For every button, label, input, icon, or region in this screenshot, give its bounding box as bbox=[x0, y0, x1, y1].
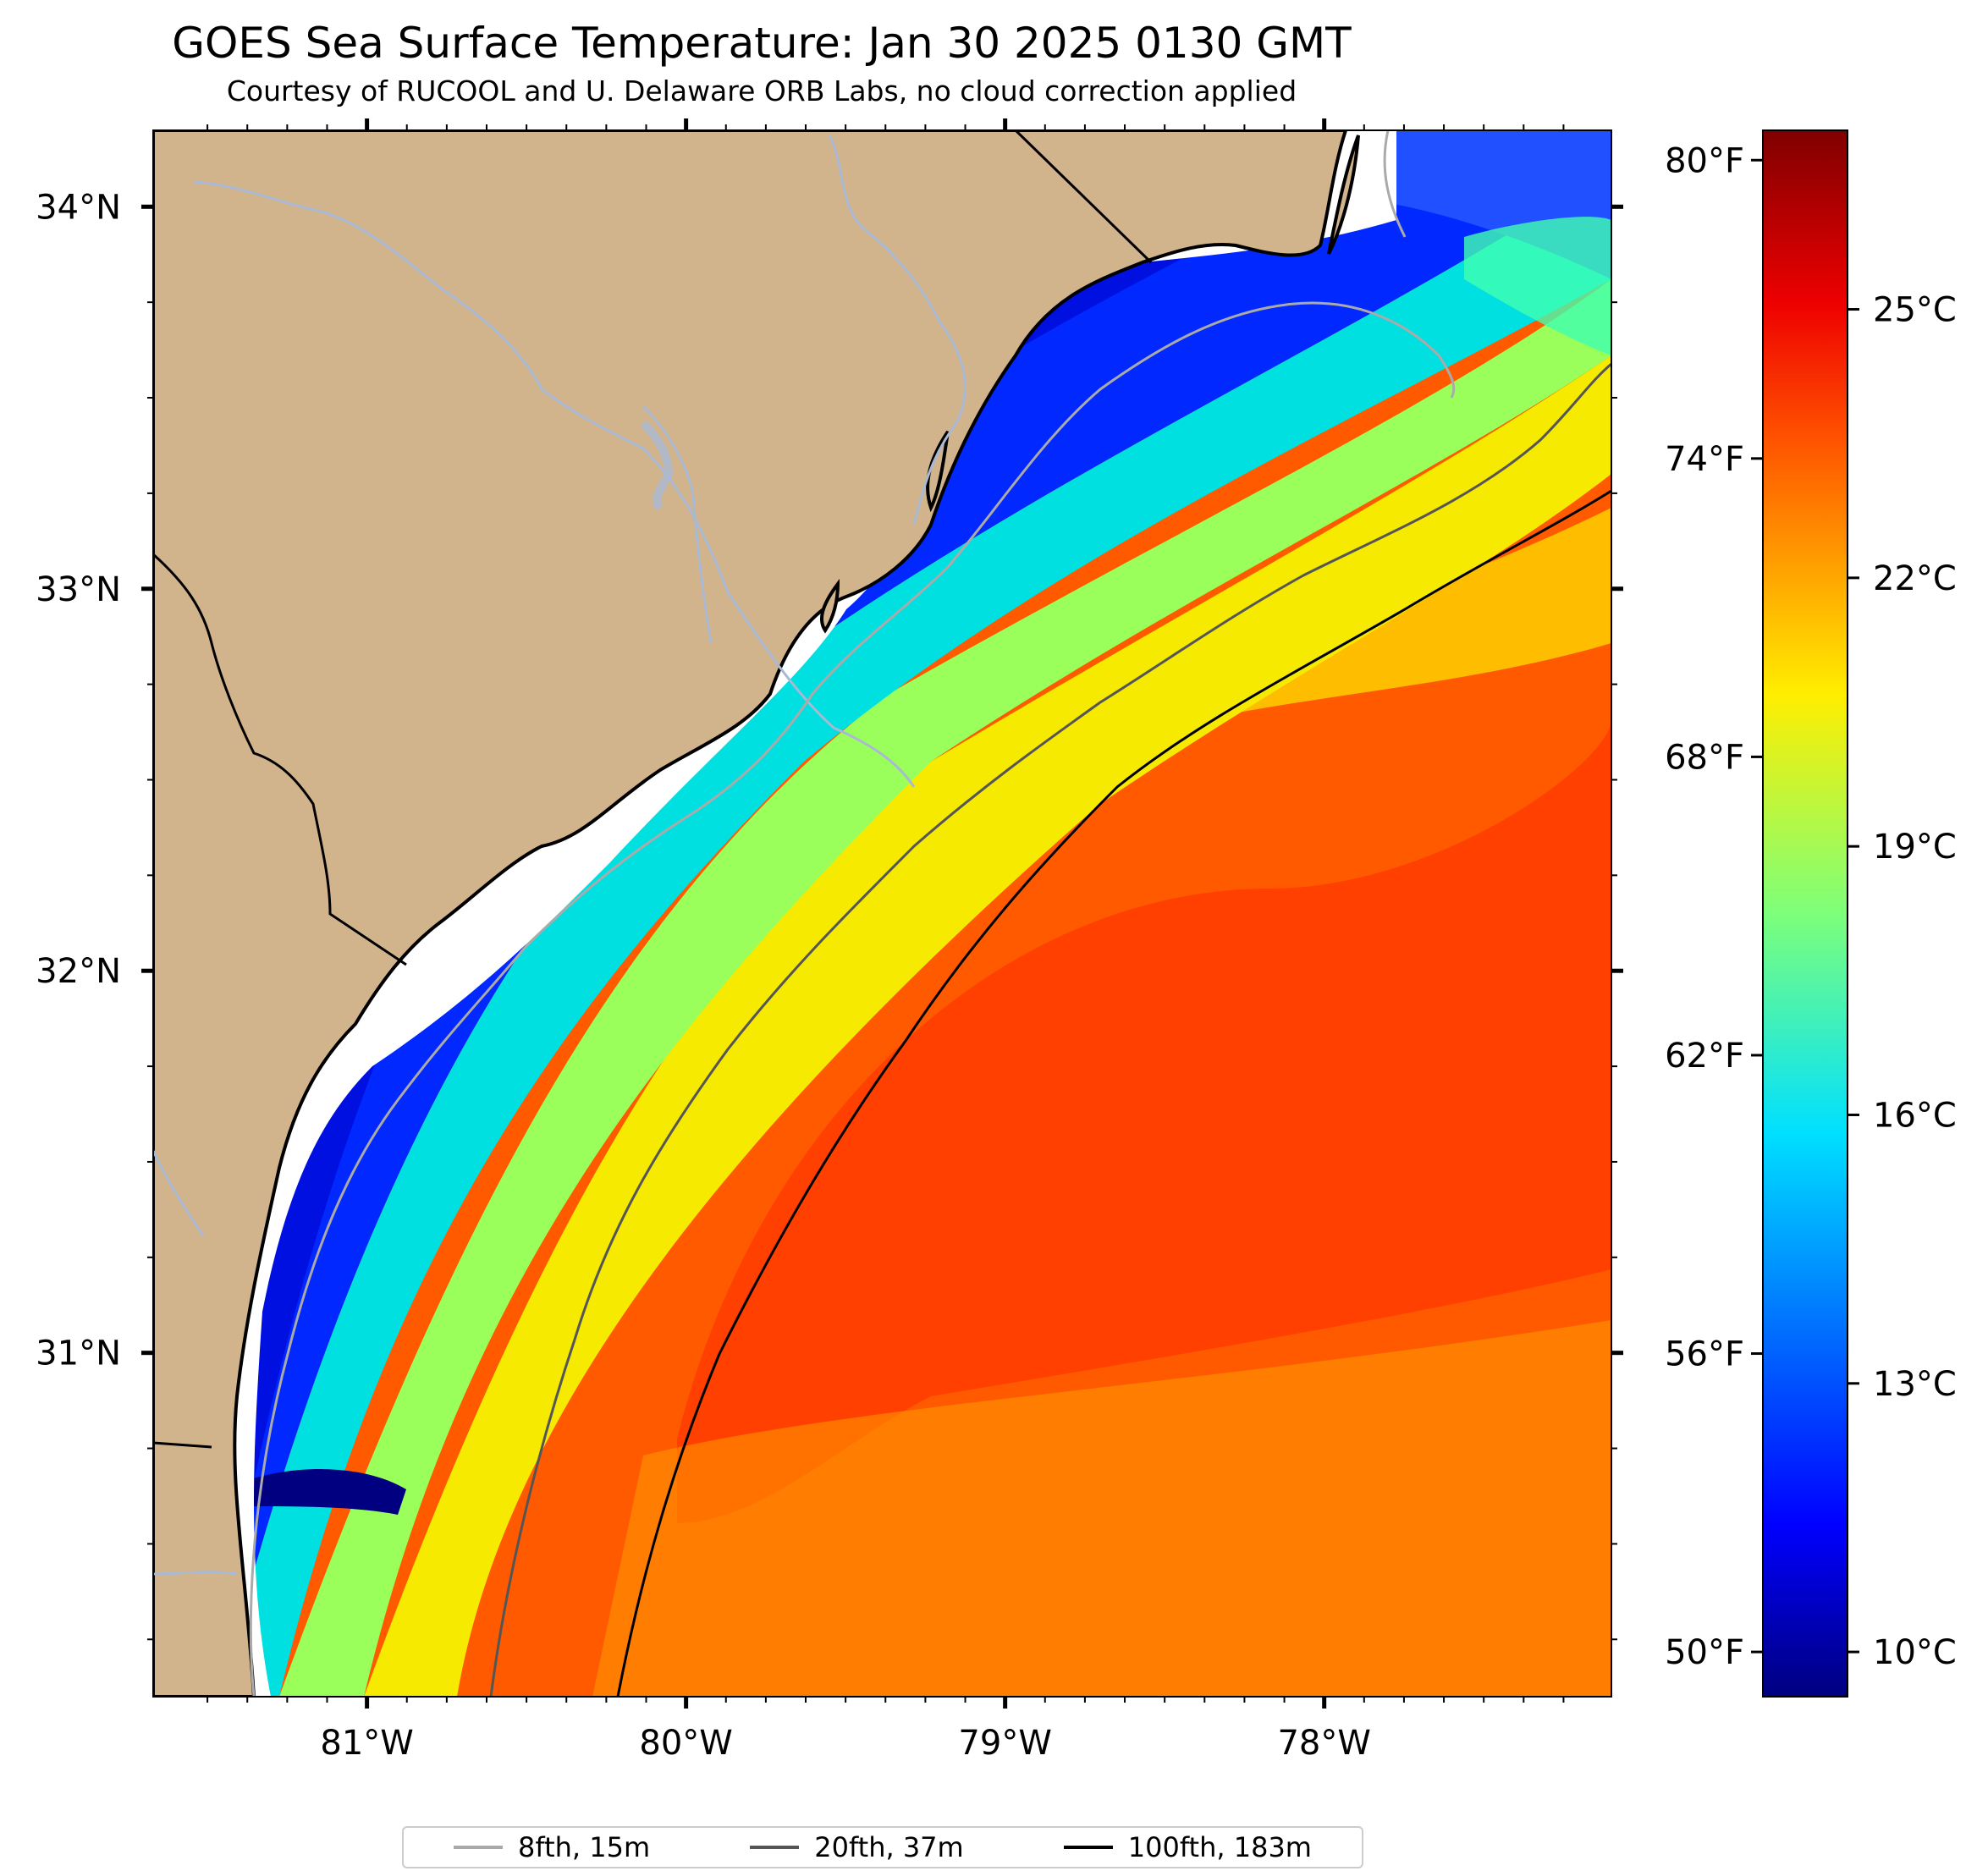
river bbox=[828, 135, 966, 526]
barrier-island bbox=[1327, 135, 1360, 255]
sst-band-yellow bbox=[364, 355, 1611, 1697]
legend-line-100fth bbox=[1063, 1846, 1113, 1849]
legend-item-100fth: 100fth, 183m bbox=[1063, 1831, 1312, 1863]
isobath-100fth bbox=[616, 489, 1611, 1697]
river bbox=[153, 1150, 205, 1236]
lat-tick-label: 33°N bbox=[36, 570, 121, 609]
legend-label-100fth: 100fth, 183m bbox=[1127, 1831, 1312, 1863]
celsius-tick-label: 16°C bbox=[1873, 1096, 1957, 1135]
map-frame bbox=[152, 129, 1612, 1698]
celsius-tick-label: 22°C bbox=[1873, 559, 1957, 598]
gulf-stream-core bbox=[677, 719, 1611, 1523]
isobath-legend: 8fth, 15m 20fth, 37m 100fth, 183m bbox=[402, 1826, 1363, 1868]
isobath-8fth-north bbox=[1383, 130, 1407, 238]
lat-tick-label: 34°N bbox=[36, 188, 121, 227]
legend-item-20fth: 20fth, 37m bbox=[750, 1831, 964, 1863]
colorbar-ticks: 10°C 13°C 16°C 19°C 22°C 25°C 50°F 56°F 62°F 68°F… bbox=[1665, 141, 1957, 1672]
lat-tick-label: 31°N bbox=[36, 1334, 121, 1373]
lon-tick-label: 78°W bbox=[1277, 1724, 1370, 1763]
legend-line-20fth bbox=[750, 1846, 800, 1849]
cold-spot bbox=[245, 1469, 406, 1515]
legend-label-20fth: 20fth, 37m bbox=[814, 1831, 964, 1863]
barrier-island bbox=[926, 430, 950, 513]
isobath-8fth bbox=[249, 301, 1456, 1697]
fahrenheit-tick-label: 62°F bbox=[1665, 1037, 1744, 1076]
lon-tick-label: 80°W bbox=[639, 1724, 732, 1763]
lon-tick-label: 81°W bbox=[320, 1724, 413, 1763]
sst-band-cyan bbox=[220, 169, 1611, 1697]
sst-patch-south bbox=[592, 1320, 1611, 1697]
chart-subtitle: Courtesy of RUCOOL and U. Delaware ORB L… bbox=[226, 74, 1297, 107]
river bbox=[194, 180, 916, 788]
celsius-tick-label: 25°C bbox=[1873, 291, 1957, 330]
legend-item-8fth: 8fth, 15m bbox=[454, 1831, 650, 1863]
fahrenheit-tick-label: 68°F bbox=[1665, 738, 1744, 777]
state-border bbox=[153, 1441, 212, 1449]
chart-title: GOES Sea Surface Temperature: Jan 30 202… bbox=[172, 19, 1352, 68]
fahrenheit-tick-label: 50°F bbox=[1665, 1633, 1744, 1672]
lat-tick-label: 32°N bbox=[36, 952, 121, 991]
state-border bbox=[1014, 130, 1153, 264]
map-content bbox=[153, 130, 1611, 1697]
celsius-tick-label: 10°C bbox=[1873, 1633, 1957, 1672]
barrier-island bbox=[820, 578, 840, 634]
legend-label-8fth: 8fth, 15m bbox=[518, 1831, 651, 1863]
state-border bbox=[153, 553, 407, 966]
colorbar bbox=[1762, 129, 1848, 1698]
isobath-20fth bbox=[489, 362, 1611, 1697]
river bbox=[642, 404, 713, 644]
celsius-tick-label: 13°C bbox=[1873, 1365, 1957, 1404]
celsius-tick-label: 19°C bbox=[1873, 828, 1957, 867]
river bbox=[153, 1571, 238, 1576]
fahrenheit-tick-label: 56°F bbox=[1665, 1335, 1744, 1374]
fahrenheit-tick-label: 74°F bbox=[1665, 440, 1744, 479]
map-axes: 81°W 80°W 79°W 78°W 34°N 33°N 32°N 31°N bbox=[36, 118, 1623, 1763]
land-coastline bbox=[153, 130, 1348, 1697]
fahrenheit-tick-label: 80°F bbox=[1665, 141, 1744, 180]
sst-lobe-green bbox=[1464, 217, 1611, 355]
legend-line-8fth bbox=[454, 1846, 504, 1849]
sst-band-green bbox=[279, 279, 1611, 1697]
lon-tick-label: 79°W bbox=[958, 1724, 1051, 1763]
lake-marion bbox=[640, 420, 674, 511]
